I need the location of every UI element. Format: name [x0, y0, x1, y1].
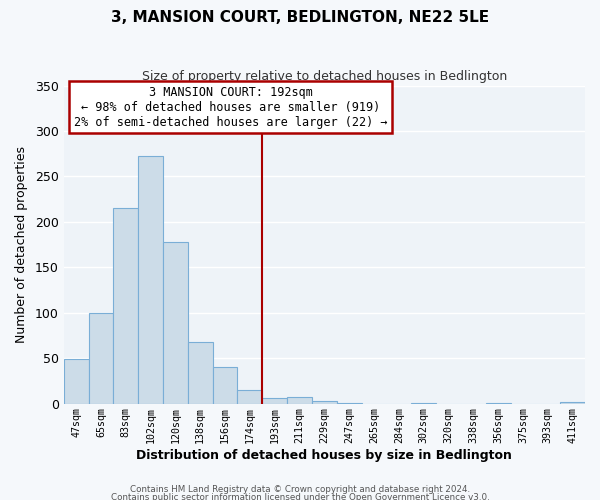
Bar — [89, 313, 113, 404]
Bar — [312, 401, 337, 404]
Text: Contains public sector information licensed under the Open Government Licence v3: Contains public sector information licen… — [110, 492, 490, 500]
Bar — [486, 403, 511, 404]
Bar — [212, 366, 238, 404]
Bar — [163, 242, 188, 404]
Bar — [238, 390, 262, 404]
Bar — [287, 398, 312, 404]
Text: 3, MANSION COURT, BEDLINGTON, NE22 5LE: 3, MANSION COURT, BEDLINGTON, NE22 5LE — [111, 10, 489, 25]
Bar — [113, 208, 138, 404]
Text: 3 MANSION COURT: 192sqm
← 98% of detached houses are smaller (919)
2% of semi-de: 3 MANSION COURT: 192sqm ← 98% of detache… — [74, 86, 387, 128]
Bar — [337, 403, 362, 404]
Title: Size of property relative to detached houses in Bedlington: Size of property relative to detached ho… — [142, 70, 507, 83]
X-axis label: Distribution of detached houses by size in Bedlington: Distribution of detached houses by size … — [136, 450, 512, 462]
Text: Contains HM Land Registry data © Crown copyright and database right 2024.: Contains HM Land Registry data © Crown c… — [130, 486, 470, 494]
Bar — [138, 156, 163, 404]
Bar — [560, 402, 585, 404]
Bar — [411, 403, 436, 404]
Bar — [262, 398, 287, 404]
Y-axis label: Number of detached properties: Number of detached properties — [15, 146, 28, 343]
Bar — [188, 342, 212, 404]
Bar — [64, 359, 89, 404]
